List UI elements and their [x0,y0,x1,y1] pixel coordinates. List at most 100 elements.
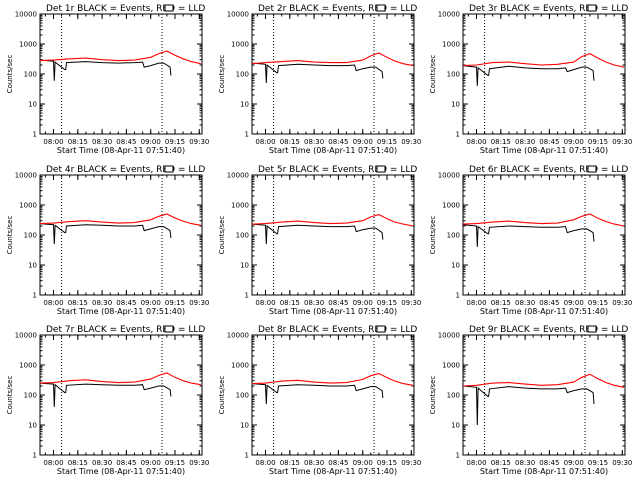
y-tick-label: 10 [451,422,460,430]
events-series-line [251,62,384,84]
y-tick-label: 1000 [231,41,249,49]
x-axis-label: Start Time (08-Apr-11 07:51:40) [480,307,608,316]
events-series-line [462,224,595,247]
y-tick-label: 100 [447,392,460,400]
y-axis-label: Counts/sec [218,55,226,94]
x-tick-label: 08:45 [116,299,136,307]
title-marker-box [376,165,386,173]
title-marker-box [164,4,174,12]
panel-title: Det 4r BLACK = Events, RED = LLD [46,165,205,175]
x-tick-label: 08:45 [116,138,136,146]
y-tick-label: 10000 [227,332,249,340]
x-tick-label: 09:30 [401,459,421,467]
y-tick-label: 10 [28,262,37,270]
x-axis-label: Start Time (08-Apr-11 07:51:40) [269,467,397,476]
panel-title: Det 6r BLACK = Events, RED = LLD [469,165,628,175]
y-tick-label: 1000 [19,362,37,370]
x-tick-label: 08:15 [280,459,300,467]
panel-title: Det 1r BLACK = Events, RED = LLD [46,4,205,14]
y-axis-label: Counts/sec [6,216,14,255]
panel-title: Det 2r BLACK = Events, RED = LLD [258,4,417,14]
y-tick-label: 1 [456,292,460,300]
y-tick-label: 100 [24,232,37,240]
events-series-line [39,223,172,245]
x-tick-label: 08:00 [43,299,63,307]
x-tick-label: 08:00 [466,299,486,307]
y-tick-label: 1000 [442,202,460,210]
detector-panel-4: Det 4r BLACK = Events, RED = LLD 1 10 100 10… [6,165,209,316]
x-tick-label: 08:30 [92,459,112,467]
x-tick-label: 08:45 [328,138,348,146]
plot-frame [251,174,415,296]
y-axis-label: Counts/sec [429,216,437,255]
x-tick-label: 08:15 [280,299,300,307]
x-tick-label: 08:00 [43,138,63,146]
x-axis-label: Start Time (08-Apr-11 07:51:40) [480,146,608,155]
x-tick-label: 08:15 [491,138,511,146]
x-tick-label: 09:30 [401,299,421,307]
y-tick-label: 1 [456,452,460,460]
y-tick-label: 10 [451,101,460,109]
x-tick-label: 09:00 [564,138,584,146]
panel-title: Det 7r BLACK = Events, RED = LLD [46,325,205,335]
x-tick-label: 08:30 [92,299,112,307]
x-tick-label: 08:15 [491,459,511,467]
y-tick-label: 1000 [19,202,37,210]
y-tick-label: 10000 [15,332,37,340]
lld-series-line [39,213,201,226]
x-tick-label: 09:00 [353,459,373,467]
y-tick-label: 100 [236,71,249,79]
y-axis-label: Counts/sec [429,55,437,94]
plot-frame [462,334,626,456]
x-tick-label: 08:15 [280,138,300,146]
x-tick-label: 08:30 [304,138,324,146]
y-tick-label: 10000 [15,11,37,19]
lld-series-line [39,50,202,65]
x-axis-label: Start Time (08-Apr-11 07:51:40) [269,146,397,155]
y-tick-label: 10000 [438,172,460,180]
x-tick-label: 09:15 [377,138,397,146]
y-tick-label: 1 [33,292,37,300]
x-tick-label: 09:00 [141,138,161,146]
y-axis-label: Counts/sec [6,376,14,415]
x-tick-label: 09:00 [141,459,161,467]
panel-title: Det 5r BLACK = Events, RED = LLD [258,165,417,175]
y-tick-label: 1000 [231,362,249,370]
x-tick-label: 09:00 [564,299,584,307]
x-tick-label: 08:15 [68,138,88,146]
x-tick-label: 09:00 [564,459,584,467]
events-series-line [462,65,595,86]
x-tick-label: 09:15 [377,299,397,307]
title-marker-box [164,165,174,173]
x-tick-label: 09:30 [189,299,209,307]
detector-panel-3: Det 3r BLACK = Events, RED = LLD 1 10 100 10… [429,4,632,155]
x-tick-label: 08:00 [255,459,275,467]
x-tick-label: 09:15 [588,459,608,467]
y-tick-label: 10 [451,262,460,270]
lld-series-line [462,213,625,227]
title-marker-box [376,325,386,333]
x-tick-label: 08:45 [539,459,559,467]
y-axis-label: Counts/sec [429,376,437,415]
x-tick-label: 08:00 [255,138,275,146]
x-axis-label: Start Time (08-Apr-11 07:51:40) [57,467,185,476]
lld-series-line [462,373,625,388]
x-tick-label: 08:30 [304,459,324,467]
title-marker-box [587,325,597,333]
y-tick-label: 1 [245,452,249,460]
y-tick-label: 1 [245,292,249,300]
x-tick-label: 08:00 [43,459,63,467]
x-tick-label: 08:45 [539,138,559,146]
x-tick-label: 08:45 [328,299,348,307]
plot-frame [251,334,415,456]
y-tick-label: 100 [447,71,460,79]
plot-frame [39,334,203,456]
events-series-line [462,385,595,426]
detector-panel-8: Det 8r BLACK = Events, RED = LLD 1 10 100 10… [218,325,421,476]
y-tick-label: 1 [33,131,37,139]
y-tick-label: 10000 [227,172,249,180]
panel-title: Det 3r BLACK = Events, RED = LLD [469,4,628,14]
x-tick-label: 09:00 [353,138,373,146]
y-tick-label: 10 [240,422,249,430]
x-axis-label: Start Time (08-Apr-11 07:51:40) [57,146,185,155]
